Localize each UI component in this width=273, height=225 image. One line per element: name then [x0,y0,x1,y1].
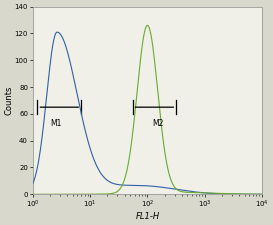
X-axis label: FL1-H: FL1-H [135,212,159,221]
Text: M2: M2 [152,119,163,128]
Y-axis label: Counts: Counts [4,86,13,115]
Text: M1: M1 [50,119,61,128]
